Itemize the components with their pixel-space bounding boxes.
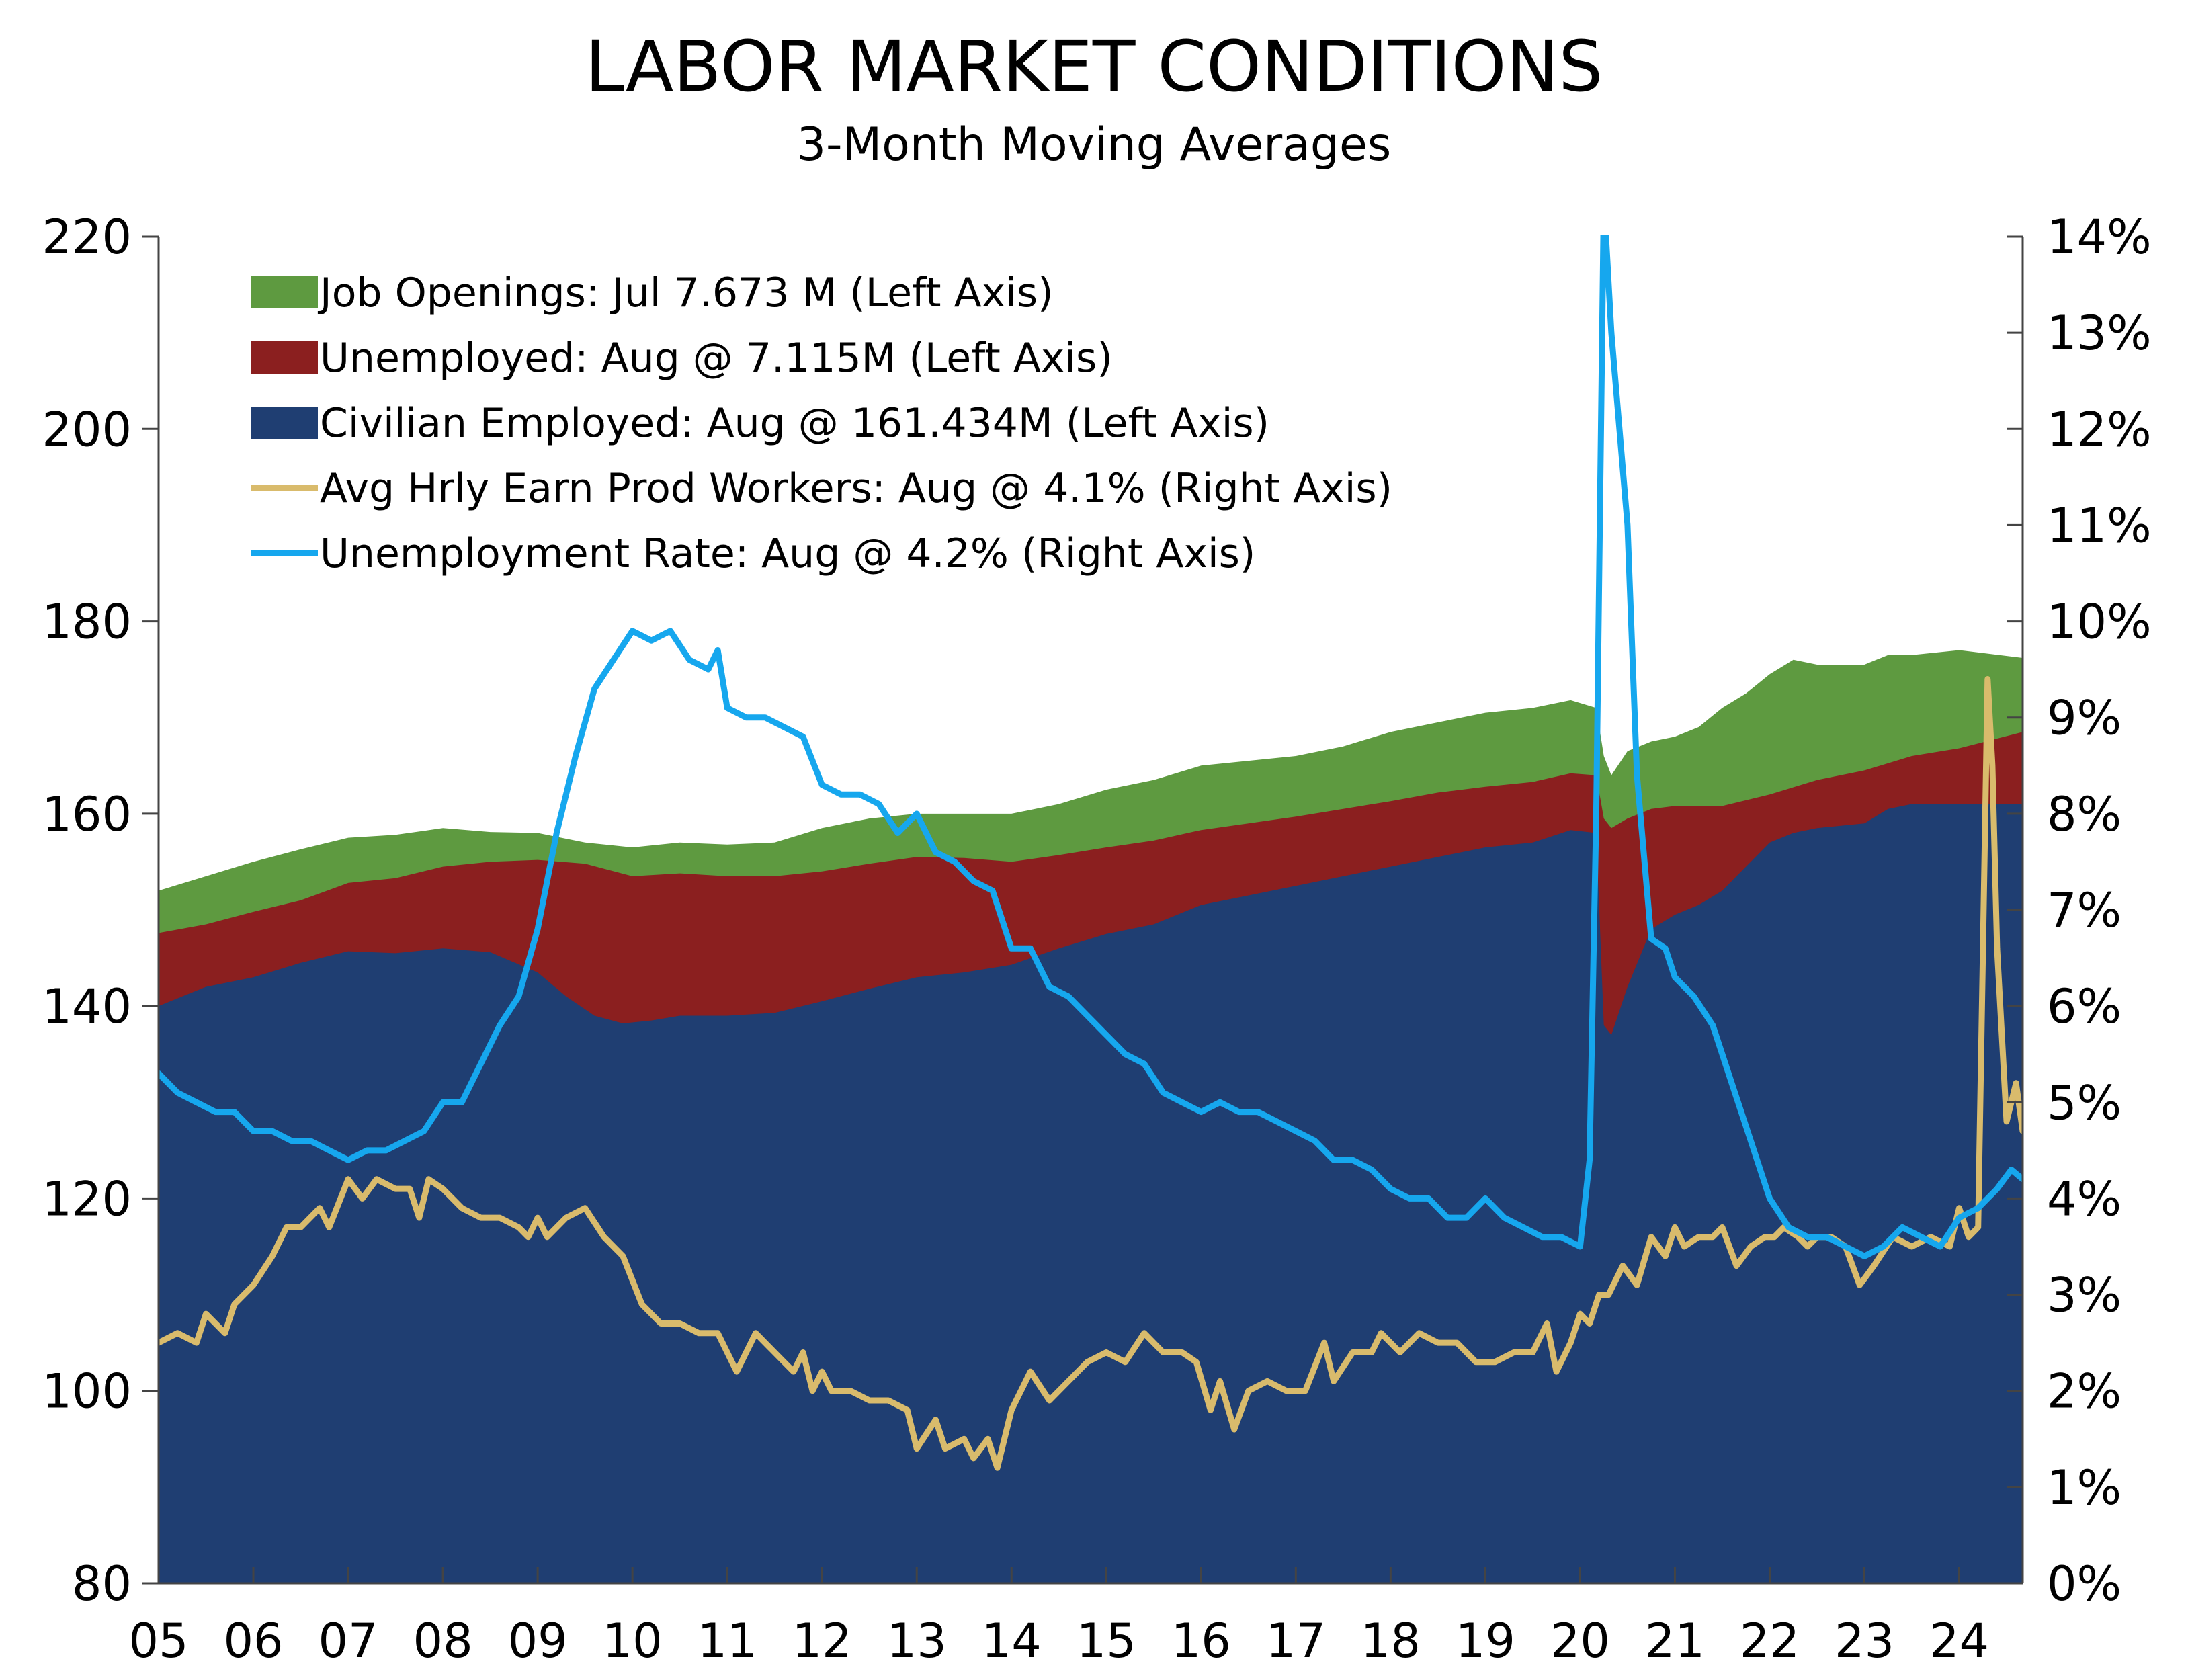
right-tick-label: 14% <box>2047 210 2152 265</box>
x-tick-label: 24 <box>1929 1613 1989 1669</box>
legend-label: Job Openings: Jul 7.673 M (Left Axis) <box>317 269 1054 317</box>
x-tick-label: 14 <box>982 1613 1042 1669</box>
legend-swatch <box>251 407 318 439</box>
x-tick-label: 23 <box>1835 1613 1894 1669</box>
legend-label: Unemployment Rate: Aug @ 4.2% (Right Axi… <box>320 530 1255 577</box>
right-tick-label: 13% <box>2047 306 2152 361</box>
legend-label: Unemployed: Aug @ 7.115M (Left Axis) <box>320 335 1113 382</box>
x-tick-label: 18 <box>1361 1613 1421 1669</box>
right-tick-label: 6% <box>2047 979 2121 1034</box>
x-tick-label: 12 <box>792 1613 852 1669</box>
right-tick-label: 3% <box>2047 1268 2121 1323</box>
x-tick-label: 16 <box>1171 1613 1231 1669</box>
left-tick-label: 220 <box>42 210 132 265</box>
x-tick-label: 07 <box>319 1613 378 1669</box>
line-avg-hrly-earn-prod-workers <box>159 676 2023 1471</box>
right-tick-label: 11% <box>2047 498 2152 553</box>
axes: 80 100 120 140 160 180 200 220 0% 1% 2% 3% 4% 5% 6% 7% 8… <box>42 210 2151 1669</box>
legend-item-job-openings: Job Openings: Jul 7.673 M (Left Axis) <box>251 269 1054 317</box>
legend-item-civilian-employed: Civilian Employed: Aug @ 161.434M (Left … <box>251 400 1269 447</box>
x-tick-label: 08 <box>413 1613 473 1669</box>
plot-area <box>159 235 2023 1583</box>
right-tick-label: 5% <box>2047 1075 2121 1130</box>
x-tick-label: 21 <box>1645 1613 1705 1669</box>
right-tick-label: 4% <box>2047 1171 2121 1226</box>
x-tick-label: 22 <box>1740 1613 1800 1669</box>
legend-swatch <box>251 341 318 374</box>
x-tick-label: 15 <box>1077 1613 1136 1669</box>
legend-label: Avg Hrly Earn Prod Workers: Aug @ 4.1% (… <box>320 465 1392 512</box>
line-unemployment-rate <box>159 235 2023 1259</box>
chart-title: LABOR MARKET CONDITIONS <box>585 26 1603 108</box>
x-tick-label: 10 <box>603 1613 663 1669</box>
x-tick-label: 06 <box>223 1613 283 1669</box>
x-tick-label: 19 <box>1456 1613 1515 1669</box>
x-tick-label: 20 <box>1550 1613 1610 1669</box>
left-tick-label: 120 <box>42 1171 132 1226</box>
right-tick-label: 0% <box>2047 1556 2121 1611</box>
legend-item-avg-hrly-earn-prod-workers: Avg Hrly Earn Prod Workers: Aug @ 4.1% (… <box>251 465 1392 512</box>
right-tick-label: 8% <box>2047 787 2121 842</box>
x-tick-label: 11 <box>698 1613 757 1669</box>
legend-item-unemployed: Unemployed: Aug @ 7.115M (Left Axis) <box>251 335 1113 382</box>
left-tick-label: 200 <box>42 402 132 457</box>
right-tick-label: 10% <box>2047 595 2152 650</box>
x-tick-label: 17 <box>1266 1613 1326 1669</box>
left-tick-label: 160 <box>42 787 132 842</box>
right-tick-label: 2% <box>2047 1364 2121 1419</box>
chart-subtitle: 3-Month Moving Averages <box>797 118 1392 171</box>
legend-item-unemployment-rate: Unemployment Rate: Aug @ 4.2% (Right Axi… <box>251 530 1255 577</box>
right-tick-label: 1% <box>2047 1460 2121 1515</box>
left-tick-label: 140 <box>42 979 132 1034</box>
right-tick-label: 12% <box>2047 402 2152 457</box>
x-tick-label: 13 <box>887 1613 947 1669</box>
left-tick-label: 100 <box>42 1364 132 1419</box>
legend-swatch <box>251 276 318 308</box>
right-tick-label: 9% <box>2047 691 2121 746</box>
x-tick-label: 05 <box>128 1613 188 1669</box>
area-civilian-employed <box>159 804 2023 1583</box>
right-tick-label: 7% <box>2047 883 2121 938</box>
left-tick-label: 80 <box>72 1556 132 1611</box>
legend: Job Openings: Jul 7.673 M (Left Axis) Une… <box>251 269 1392 577</box>
legend-label: Civilian Employed: Aug @ 161.434M (Left … <box>320 400 1269 447</box>
x-tick-label: 09 <box>508 1613 568 1669</box>
left-tick-label: 180 <box>42 595 132 650</box>
